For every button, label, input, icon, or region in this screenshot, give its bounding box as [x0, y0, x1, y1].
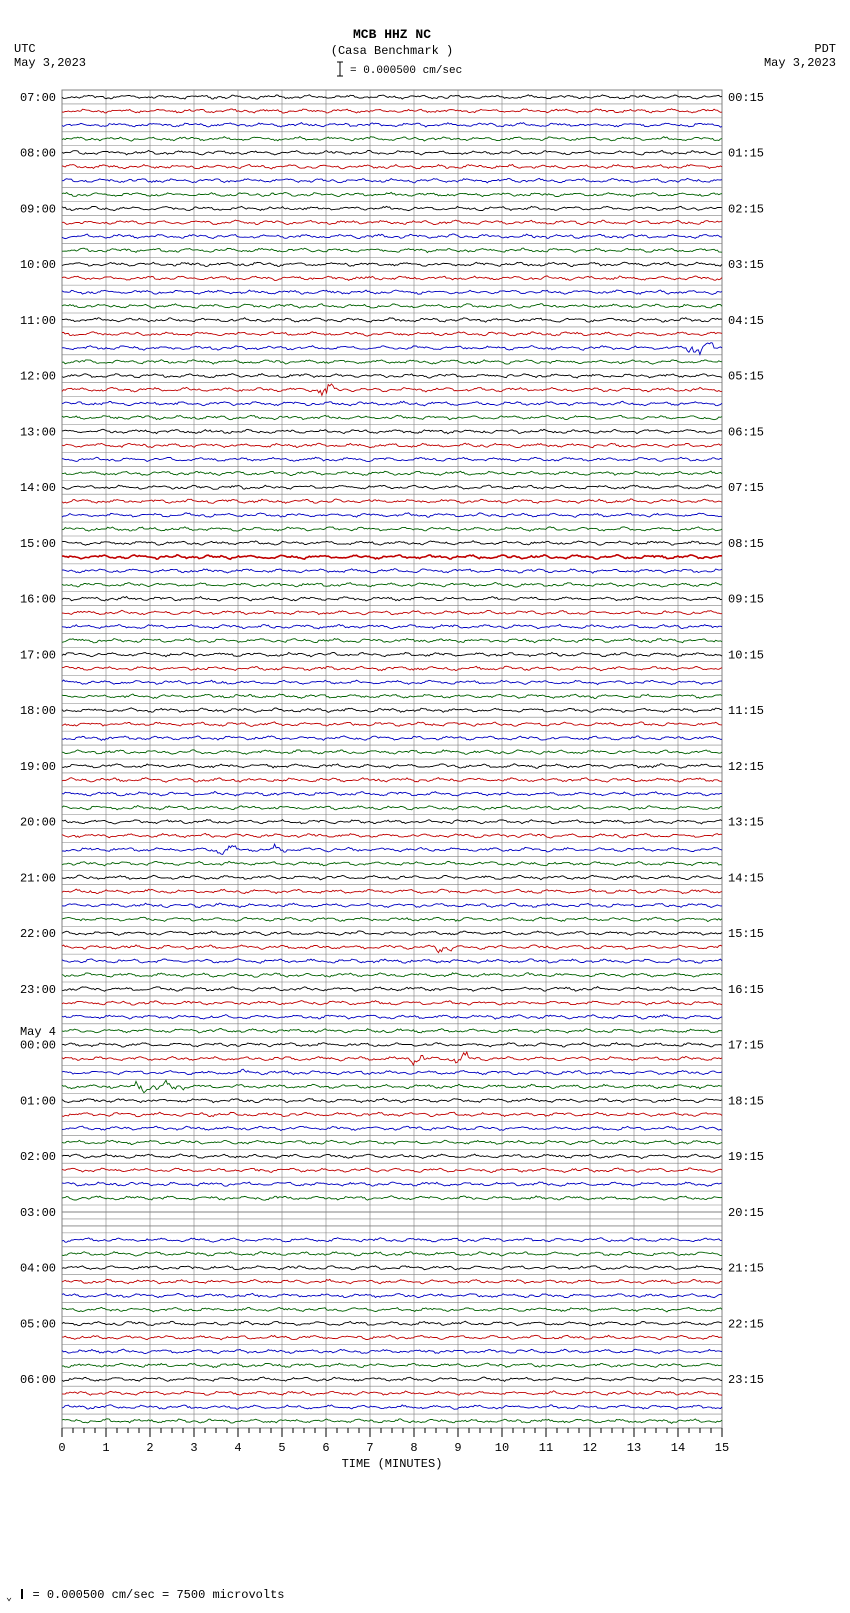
left-time-label: 01:00 — [20, 1094, 56, 1108]
left-tz: UTC — [14, 42, 36, 56]
left-time-label: 12:00 — [20, 370, 56, 384]
left-time-label: 07:00 — [20, 91, 56, 105]
left-time-label: 14:00 — [20, 481, 56, 495]
right-time-label: 09:15 — [728, 593, 764, 607]
right-time-label: 19:15 — [728, 1150, 764, 1164]
x-tick-label: 12 — [583, 1441, 597, 1455]
right-time-label: 02:15 — [728, 202, 764, 216]
right-time-label: 08:15 — [728, 537, 764, 551]
left-time-label: 09:00 — [20, 202, 56, 216]
seismogram-svg: MCB HHZ NC (Casa Benchmark ) = 0.000500 cm… — [0, 0, 850, 1580]
x-tick-label: 10 — [495, 1441, 509, 1455]
right-time-label: 16:15 — [728, 983, 764, 997]
right-time-label: 00:15 — [728, 91, 764, 105]
left-time-label: 13:00 — [20, 425, 56, 439]
x-tick-label: 7 — [366, 1441, 373, 1455]
x-tick-label: 15 — [715, 1441, 729, 1455]
right-date: May 3,2023 — [764, 56, 836, 70]
x-tick-label: 2 — [146, 1441, 153, 1455]
left-time-label: 02:00 — [20, 1150, 56, 1164]
left-time-label: 05:00 — [20, 1317, 56, 1331]
footer-scale-note: ⌄ = 0.000500 cm/sec = 7500 microvolts — [6, 1588, 284, 1604]
right-time-label: 14:15 — [728, 871, 764, 885]
right-time-label: 10:15 — [728, 648, 764, 662]
left-time-label: 20:00 — [20, 816, 56, 830]
left-time-label: May 4 — [20, 1025, 56, 1039]
left-time-label: 15:00 — [20, 537, 56, 551]
right-time-label: 13:15 — [728, 816, 764, 830]
right-time-label: 22:15 — [728, 1317, 764, 1331]
left-time-label: 16:00 — [20, 593, 56, 607]
x-tick-label: 11 — [539, 1441, 553, 1455]
right-time-label: 17:15 — [728, 1039, 764, 1053]
right-time-label: 06:15 — [728, 425, 764, 439]
x-axis-label: TIME (MINUTES) — [342, 1457, 443, 1471]
right-time-label: 18:15 — [728, 1094, 764, 1108]
station-title: MCB HHZ NC — [353, 27, 431, 42]
scale-label: = 0.000500 cm/sec — [350, 65, 462, 77]
x-tick-label: 6 — [322, 1441, 329, 1455]
right-time-label: 12:15 — [728, 760, 764, 774]
right-time-label: 05:15 — [728, 370, 764, 384]
left-time-label: 11:00 — [20, 314, 56, 328]
x-tick-label: 4 — [234, 1441, 241, 1455]
right-time-label: 20:15 — [728, 1206, 764, 1220]
x-tick-label: 14 — [671, 1441, 685, 1455]
left-time-label: 10:00 — [20, 258, 56, 272]
right-time-label: 07:15 — [728, 481, 764, 495]
left-date: May 3,2023 — [14, 56, 86, 70]
left-time-label: 06:00 — [20, 1373, 56, 1387]
left-time-label: 04:00 — [20, 1262, 56, 1276]
x-tick-label: 0 — [58, 1441, 65, 1455]
right-time-label: 15:15 — [728, 927, 764, 941]
left-time-label: 03:00 — [20, 1206, 56, 1220]
right-tz: PDT — [814, 42, 836, 56]
left-time-label: 23:00 — [20, 983, 56, 997]
x-tick-label: 9 — [454, 1441, 461, 1455]
x-tick-label: 5 — [278, 1441, 285, 1455]
left-time-label: 19:00 — [20, 760, 56, 774]
right-time-label: 21:15 — [728, 1262, 764, 1276]
left-time-label: 21:00 — [20, 871, 56, 885]
station-location: (Casa Benchmark ) — [331, 44, 453, 58]
seismogram-page: MCB HHZ NC (Casa Benchmark ) = 0.000500 cm… — [0, 0, 850, 1613]
right-time-label: 01:15 — [728, 147, 764, 161]
right-time-label: 04:15 — [728, 314, 764, 328]
left-time-label: 00:00 — [20, 1039, 56, 1053]
left-time-label: 17:00 — [20, 648, 56, 662]
right-time-label: 23:15 — [728, 1373, 764, 1387]
x-tick-label: 8 — [410, 1441, 417, 1455]
left-time-label: 22:00 — [20, 927, 56, 941]
x-tick-label: 3 — [190, 1441, 197, 1455]
left-time-label: 18:00 — [20, 704, 56, 718]
x-tick-label: 13 — [627, 1441, 641, 1455]
right-time-label: 11:15 — [728, 704, 764, 718]
right-time-label: 03:15 — [728, 258, 764, 272]
x-tick-label: 1 — [102, 1441, 109, 1455]
left-time-label: 08:00 — [20, 147, 56, 161]
